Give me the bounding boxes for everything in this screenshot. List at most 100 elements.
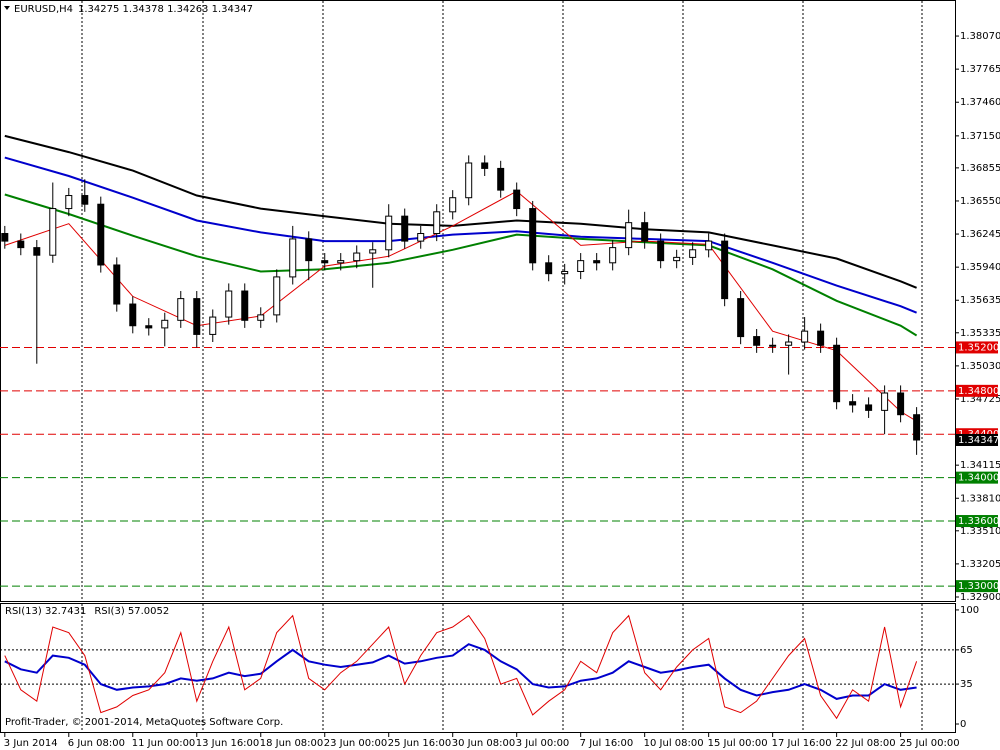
candle-body (913, 414, 921, 441)
candle-body (193, 298, 201, 335)
candle-body (513, 189, 521, 210)
candle-body (1, 233, 9, 242)
candle-body (289, 238, 297, 278)
footer: Profit-Trader, © 2001-2014, MetaQuotes S… (5, 717, 283, 728)
level-label: 1.34000 (958, 473, 999, 484)
candle-body (241, 290, 249, 321)
candle-body (849, 401, 857, 406)
candle-body (817, 330, 825, 346)
candle-body (545, 262, 553, 275)
level-label-box (956, 580, 998, 593)
y-tick-label: 1.35635 (960, 295, 1000, 306)
chart-title: EURUSD,H4 (14, 4, 73, 15)
x-tick-label: 3 Jun 2014 (4, 738, 58, 749)
candle-body (625, 222, 633, 249)
candle-body (465, 162, 473, 199)
candle-body (337, 260, 345, 264)
last-price-box (956, 433, 998, 446)
x-tick-label: 22 Jul 08:00 (836, 738, 896, 749)
rsi-frame (0, 603, 956, 733)
y-tick-label: 1.33810 (960, 493, 1000, 504)
legend-entry: RSI(13) 32.7431 (5, 606, 86, 617)
y-tick-label: 0 (960, 719, 966, 730)
candle-body (225, 290, 233, 318)
candle-body (17, 240, 25, 249)
candle-body (305, 238, 313, 262)
level-label: 1.34800 (958, 386, 999, 397)
x-tick-label: 15 Jul 00:00 (708, 738, 768, 749)
level-label-box (956, 515, 998, 528)
x-tick-label: 11 Jun 00:00 (132, 738, 196, 749)
candle-body (417, 233, 425, 242)
x-tick-label: 25 Jul 00:00 (900, 738, 960, 749)
x-tick-label: 7 Jul 16:00 (580, 738, 634, 749)
candle-body (97, 203, 105, 266)
last-price-label: 1.34347 (958, 435, 999, 446)
x-tick-label: 30 Jun 08:00 (452, 738, 516, 749)
y-tick-label: 65 (960, 645, 973, 656)
candle-body (561, 270, 569, 275)
x-tick-label: 25 Jun 16:00 (388, 738, 452, 749)
candle-body (657, 240, 665, 262)
y-tick-label: 1.36855 (960, 163, 1000, 174)
y-tick-label: 1.33205 (960, 559, 1000, 570)
candle-body (897, 392, 905, 416)
candle-body (49, 208, 57, 256)
candle-body (449, 197, 457, 213)
candle-body (177, 298, 185, 321)
candle-body (881, 392, 889, 411)
candle-body (321, 260, 329, 264)
y-tick-label: 1.36245 (960, 229, 1000, 240)
candle-body (481, 162, 489, 169)
y-tick-label: 1.32900 (960, 592, 1000, 603)
moving-average (4, 134, 917, 289)
candle-body (497, 167, 505, 191)
rsi-line (4, 614, 918, 720)
candle-body (369, 249, 377, 254)
level-label: 1.33000 (958, 581, 999, 592)
x-tick-label: 23 Jun 00:00 (324, 738, 388, 749)
y-tick-label: 1.36550 (960, 196, 1000, 207)
candle-body (353, 252, 361, 262)
candle-body (129, 303, 137, 327)
candle-body (673, 256, 681, 262)
candle-body (529, 208, 537, 264)
y-tick-label: 1.38070 (960, 31, 1000, 42)
candle-body (577, 260, 585, 272)
candle-body (113, 264, 121, 305)
candle-body (833, 344, 841, 403)
candle-body (865, 404, 873, 411)
candle-body (705, 240, 713, 251)
candle-body (81, 195, 89, 205)
candle-body (609, 247, 617, 264)
y-tick-label: 1.37765 (960, 64, 1000, 75)
level-label-box (956, 341, 998, 354)
candle-body (65, 195, 73, 210)
legend-entry: RSI(3) 57.0052 (94, 606, 169, 617)
candle-body (753, 336, 761, 346)
x-tick-label: 6 Jun 08:00 (68, 738, 125, 749)
ohlc-header: 1.34275 1.34378 1.34263 1.34347 (78, 4, 253, 15)
candle-body (593, 260, 601, 264)
moving-average (4, 193, 918, 337)
candle-body (433, 211, 441, 235)
y-tick-label: 1.35940 (960, 262, 1000, 273)
level-label-box (956, 471, 998, 484)
y-tick-label: 1.33510 (960, 526, 1000, 537)
y-tick-label: 1.34115 (960, 460, 1000, 471)
level-label: 1.35200 (958, 342, 999, 353)
candle-body (737, 298, 745, 338)
level-label-box (956, 384, 998, 397)
candle-body (401, 215, 409, 242)
candle-body (689, 249, 697, 258)
candle-body (161, 319, 169, 329)
candle-body (641, 222, 649, 242)
candle-body (33, 247, 41, 256)
candle-body (273, 276, 281, 316)
candle-body (385, 215, 393, 251)
x-tick-label: 17 Jul 16:00 (772, 738, 832, 749)
menu-arrow (4, 6, 10, 10)
candle-body (721, 240, 729, 300)
